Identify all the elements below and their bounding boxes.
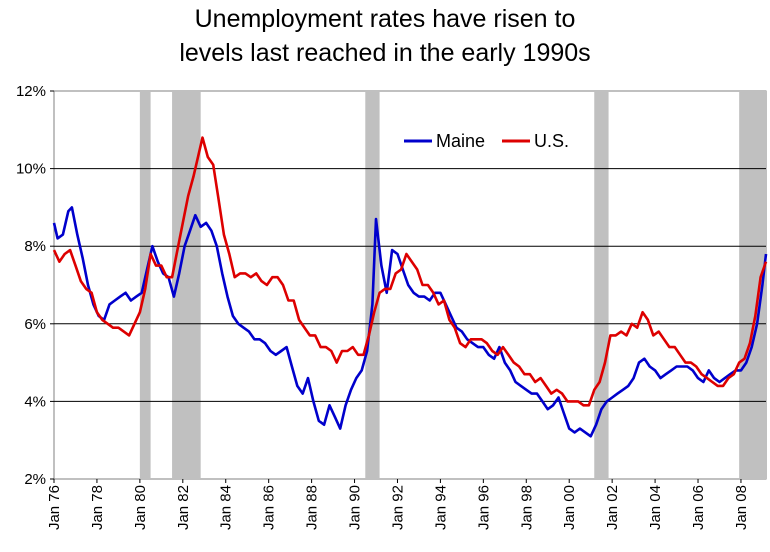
x-tick-label: Jan 84 [218, 485, 235, 530]
x-tick-label: Jan 86 [261, 485, 278, 530]
y-tick-label: 2% [24, 471, 46, 488]
gridlines [54, 168, 766, 402]
x-tick-label: Jan 88 [304, 485, 321, 530]
chart-title: Unemployment rates have risen to levels … [0, 2, 770, 70]
y-tick-label: 10% [16, 161, 46, 178]
x-tick-label: Jan 00 [561, 485, 578, 530]
x-tick-label: Jan 78 [89, 485, 106, 530]
legend: Maine U.S. [404, 131, 569, 151]
y-tick-label: 8% [24, 238, 46, 255]
series-line-us [52, 136, 768, 407]
y-tick-label: 6% [24, 316, 46, 333]
chart-title-line-2: levels last reached in the early 1990s [179, 39, 591, 67]
x-tick-label: Jan 92 [389, 485, 406, 530]
x-tick-label: Jan 90 [347, 485, 364, 530]
x-tick-label: Jan 06 [690, 485, 707, 530]
x-tick-label: Jan 04 [647, 485, 664, 530]
recession-band-4 [594, 91, 609, 479]
y-tick-label: 12% [16, 83, 46, 100]
y-tick-label: 4% [24, 393, 46, 410]
x-axis: Jan 76 Jan 78 Jan 80 Jan 82 Jan 84 Jan 86 Jan … [46, 479, 750, 530]
chart-title-line-1: Unemployment rates have risen to [194, 5, 576, 33]
y-axis: 2% 4% 6% 8% 10% 12% [16, 83, 54, 488]
x-tick-label: Jan 80 [132, 485, 149, 530]
x-tick-label: Jan 82 [175, 485, 192, 530]
x-tick-label: Jan 94 [432, 485, 449, 530]
series-lines [52, 136, 768, 438]
legend-label-us: U.S. [534, 131, 569, 151]
x-tick-label: Jan 76 [46, 485, 63, 530]
x-tick-label: Jan 02 [604, 485, 621, 530]
x-tick-label: Jan 98 [518, 485, 535, 530]
plot-area [53, 90, 767, 480]
series-line-maine [52, 206, 768, 438]
legend-label-maine: Maine [436, 131, 485, 151]
x-tick-label: Jan 96 [475, 485, 492, 530]
x-tick-label: Jan 08 [733, 485, 750, 530]
